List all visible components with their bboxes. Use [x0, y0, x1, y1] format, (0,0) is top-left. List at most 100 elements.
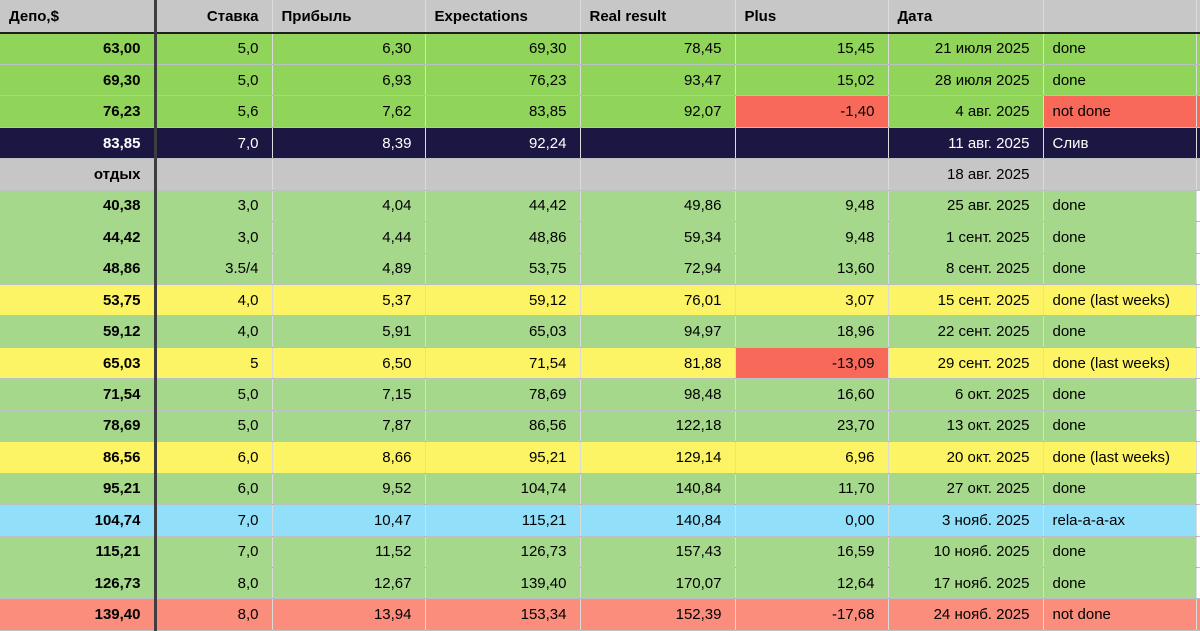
cell-plus[interactable]: [735, 158, 889, 191]
cell-stavka[interactable]: 6,0: [155, 473, 273, 506]
cell-data[interactable]: 29 сент. 2025: [888, 347, 1044, 380]
cell-real-result[interactable]: 140,84: [580, 473, 736, 506]
cell-expectations[interactable]: 153,34: [425, 598, 581, 631]
cell-sliver[interactable]: [1196, 441, 1200, 474]
cell-pribyl[interactable]: 7,87: [272, 410, 426, 443]
cell-status[interactable]: Слив: [1043, 127, 1197, 160]
header-status[interactable]: [1043, 0, 1197, 34]
cell-data[interactable]: 8 сент. 2025: [888, 253, 1044, 286]
cell-pribyl[interactable]: 6,30: [272, 33, 426, 65]
cell-sliver[interactable]: [1196, 33, 1200, 65]
cell-depo[interactable]: 69,30: [0, 64, 157, 97]
cell-depo[interactable]: 86,56: [0, 441, 157, 474]
cell-status[interactable]: done: [1043, 410, 1197, 443]
header-sliver[interactable]: [1196, 0, 1200, 34]
cell-real-result[interactable]: 157,43: [580, 536, 736, 568]
cell-depo[interactable]: 71,54: [0, 378, 157, 411]
cell-plus[interactable]: 15,02: [735, 64, 889, 97]
cell-plus[interactable]: 11,70: [735, 473, 889, 506]
cell-depo[interactable]: 65,03: [0, 347, 157, 380]
cell-plus[interactable]: -17,68: [735, 598, 889, 631]
cell-plus[interactable]: 16,59: [735, 536, 889, 568]
cell-sliver[interactable]: [1196, 95, 1200, 128]
cell-sliver[interactable]: [1196, 410, 1200, 443]
cell-sliver[interactable]: [1196, 598, 1200, 631]
cell-status[interactable]: done: [1043, 33, 1197, 65]
header-real-result[interactable]: Real result: [580, 0, 736, 34]
cell-real-result[interactable]: 92,07: [580, 95, 736, 128]
cell-real-result[interactable]: 152,39: [580, 598, 736, 631]
cell-plus[interactable]: 23,70: [735, 410, 889, 443]
cell-data[interactable]: 24 нояб. 2025: [888, 598, 1044, 631]
cell-expectations[interactable]: 115,21: [425, 504, 581, 537]
cell-expectations[interactable]: 139,40: [425, 567, 581, 600]
cell-stavka[interactable]: 4,0: [155, 284, 273, 317]
header-expectations[interactable]: Expectations: [425, 0, 581, 34]
cell-depo[interactable]: 126,73: [0, 567, 157, 600]
cell-data[interactable]: 4 авг. 2025: [888, 95, 1044, 128]
cell-expectations[interactable]: 126,73: [425, 536, 581, 568]
cell-stavka[interactable]: 3,0: [155, 190, 273, 223]
cell-stavka[interactable]: [155, 158, 273, 191]
header-data[interactable]: Дата: [888, 0, 1044, 34]
cell-stavka[interactable]: 6,0: [155, 441, 273, 474]
cell-real-result[interactable]: 59,34: [580, 221, 736, 254]
cell-sliver[interactable]: [1196, 190, 1200, 223]
cell-expectations[interactable]: 65,03: [425, 315, 581, 348]
cell-data[interactable]: 27 окт. 2025: [888, 473, 1044, 506]
cell-status[interactable]: done: [1043, 253, 1197, 286]
cell-stavka[interactable]: 7,0: [155, 536, 273, 568]
cell-status[interactable]: done: [1043, 221, 1197, 254]
cell-data[interactable]: 1 сент. 2025: [888, 221, 1044, 254]
cell-expectations[interactable]: 53,75: [425, 253, 581, 286]
cell-real-result[interactable]: 93,47: [580, 64, 736, 97]
cell-plus[interactable]: -13,09: [735, 347, 889, 380]
cell-expectations[interactable]: 69,30: [425, 33, 581, 65]
cell-pribyl[interactable]: 4,44: [272, 221, 426, 254]
cell-stavka[interactable]: 7,0: [155, 127, 273, 160]
cell-stavka[interactable]: 4,0: [155, 315, 273, 348]
cell-data[interactable]: 21 июля 2025: [888, 33, 1044, 65]
cell-status[interactable]: done (last weeks): [1043, 347, 1197, 380]
cell-pribyl[interactable]: 6,93: [272, 64, 426, 97]
cell-expectations[interactable]: 95,21: [425, 441, 581, 474]
header-pribyl[interactable]: Прибыль: [272, 0, 426, 34]
cell-expectations[interactable]: 59,12: [425, 284, 581, 317]
cell-pribyl[interactable]: 8,39: [272, 127, 426, 160]
cell-real-result[interactable]: 98,48: [580, 378, 736, 411]
cell-expectations[interactable]: 92,24: [425, 127, 581, 160]
cell-stavka[interactable]: 3.5/4: [155, 253, 273, 286]
cell-sliver[interactable]: [1196, 473, 1200, 506]
cell-pribyl[interactable]: [272, 158, 426, 191]
cell-plus[interactable]: 6,96: [735, 441, 889, 474]
cell-stavka[interactable]: 5,6: [155, 95, 273, 128]
cell-real-result[interactable]: [580, 158, 736, 191]
cell-data[interactable]: 13 окт. 2025: [888, 410, 1044, 443]
cell-pribyl[interactable]: 12,67: [272, 567, 426, 600]
cell-sliver[interactable]: [1196, 347, 1200, 380]
cell-sliver[interactable]: [1196, 64, 1200, 97]
cell-depo[interactable]: 83,85: [0, 127, 157, 160]
header-plus[interactable]: Plus: [735, 0, 889, 34]
cell-depo[interactable]: 53,75: [0, 284, 157, 317]
cell-sliver[interactable]: [1196, 536, 1200, 568]
cell-sliver[interactable]: [1196, 127, 1200, 160]
cell-data[interactable]: 22 сент. 2025: [888, 315, 1044, 348]
cell-depo[interactable]: 40,38: [0, 190, 157, 223]
cell-depo[interactable]: 95,21: [0, 473, 157, 506]
cell-data[interactable]: 6 окт. 2025: [888, 378, 1044, 411]
cell-sliver[interactable]: [1196, 378, 1200, 411]
cell-plus[interactable]: 9,48: [735, 221, 889, 254]
cell-data[interactable]: 25 авг. 2025: [888, 190, 1044, 223]
cell-expectations[interactable]: 76,23: [425, 64, 581, 97]
cell-status[interactable]: done: [1043, 378, 1197, 411]
cell-status[interactable]: done: [1043, 567, 1197, 600]
cell-real-result[interactable]: 129,14: [580, 441, 736, 474]
cell-data[interactable]: 20 окт. 2025: [888, 441, 1044, 474]
cell-depo[interactable]: 76,23: [0, 95, 157, 128]
cell-sliver[interactable]: [1196, 504, 1200, 537]
cell-status[interactable]: not done: [1043, 598, 1197, 631]
cell-plus[interactable]: 12,64: [735, 567, 889, 600]
cell-depo[interactable]: 115,21: [0, 536, 157, 568]
cell-status[interactable]: [1043, 158, 1197, 191]
